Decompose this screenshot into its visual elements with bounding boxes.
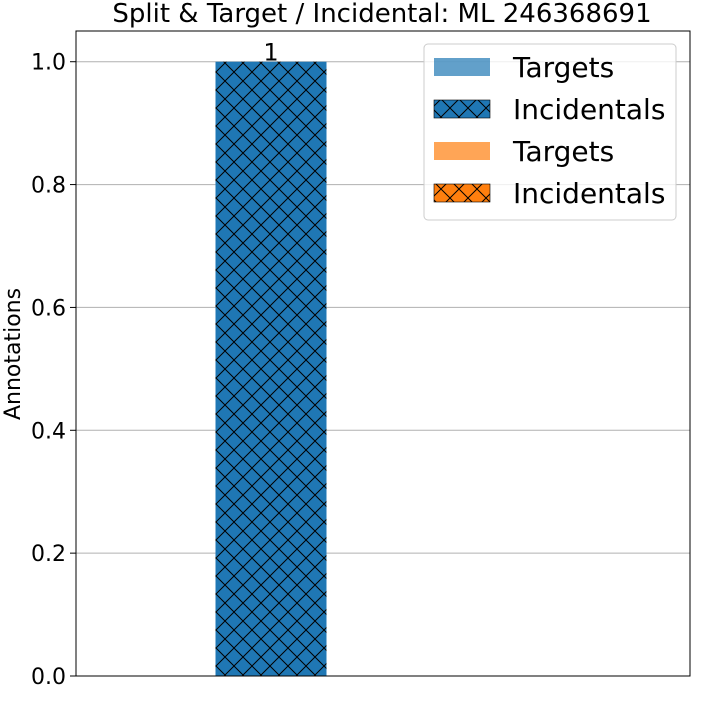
bar-labels: 1 <box>263 39 278 67</box>
y-tick-label: 0.6 <box>31 296 66 321</box>
y-tick-label: 0.0 <box>31 665 66 690</box>
chart-title: Split & Target / Incidental: ML 24636869… <box>112 0 651 29</box>
legend-label: Incidentals <box>513 93 665 126</box>
legend-box <box>423 43 677 221</box>
y-tick-label: 1.0 <box>31 51 66 76</box>
y-axis-ticks: 0.0 0.2 0.4 0.6 0.8 1.0 <box>31 51 76 690</box>
bars <box>215 61 327 676</box>
legend-label: Targets <box>512 135 614 168</box>
y-tick-label: 0.8 <box>31 174 66 199</box>
legend-swatch <box>434 142 490 160</box>
legend-swatch <box>433 183 491 203</box>
y-tick-label: 0.4 <box>31 419 66 444</box>
legend-swatch <box>433 99 491 119</box>
y-axis-label: Annotations <box>1 288 26 420</box>
plot-area-frame <box>75 30 691 677</box>
legend-label: Targets <box>512 51 614 84</box>
bar <box>215 61 327 676</box>
legend-swatch <box>434 58 490 76</box>
bar-value-label: 1 <box>263 39 278 67</box>
y-tick-label: 0.2 <box>31 542 66 567</box>
legend: Targets Incidentals Targets Incidentals <box>423 43 677 221</box>
legend-label: Incidentals <box>513 177 665 210</box>
